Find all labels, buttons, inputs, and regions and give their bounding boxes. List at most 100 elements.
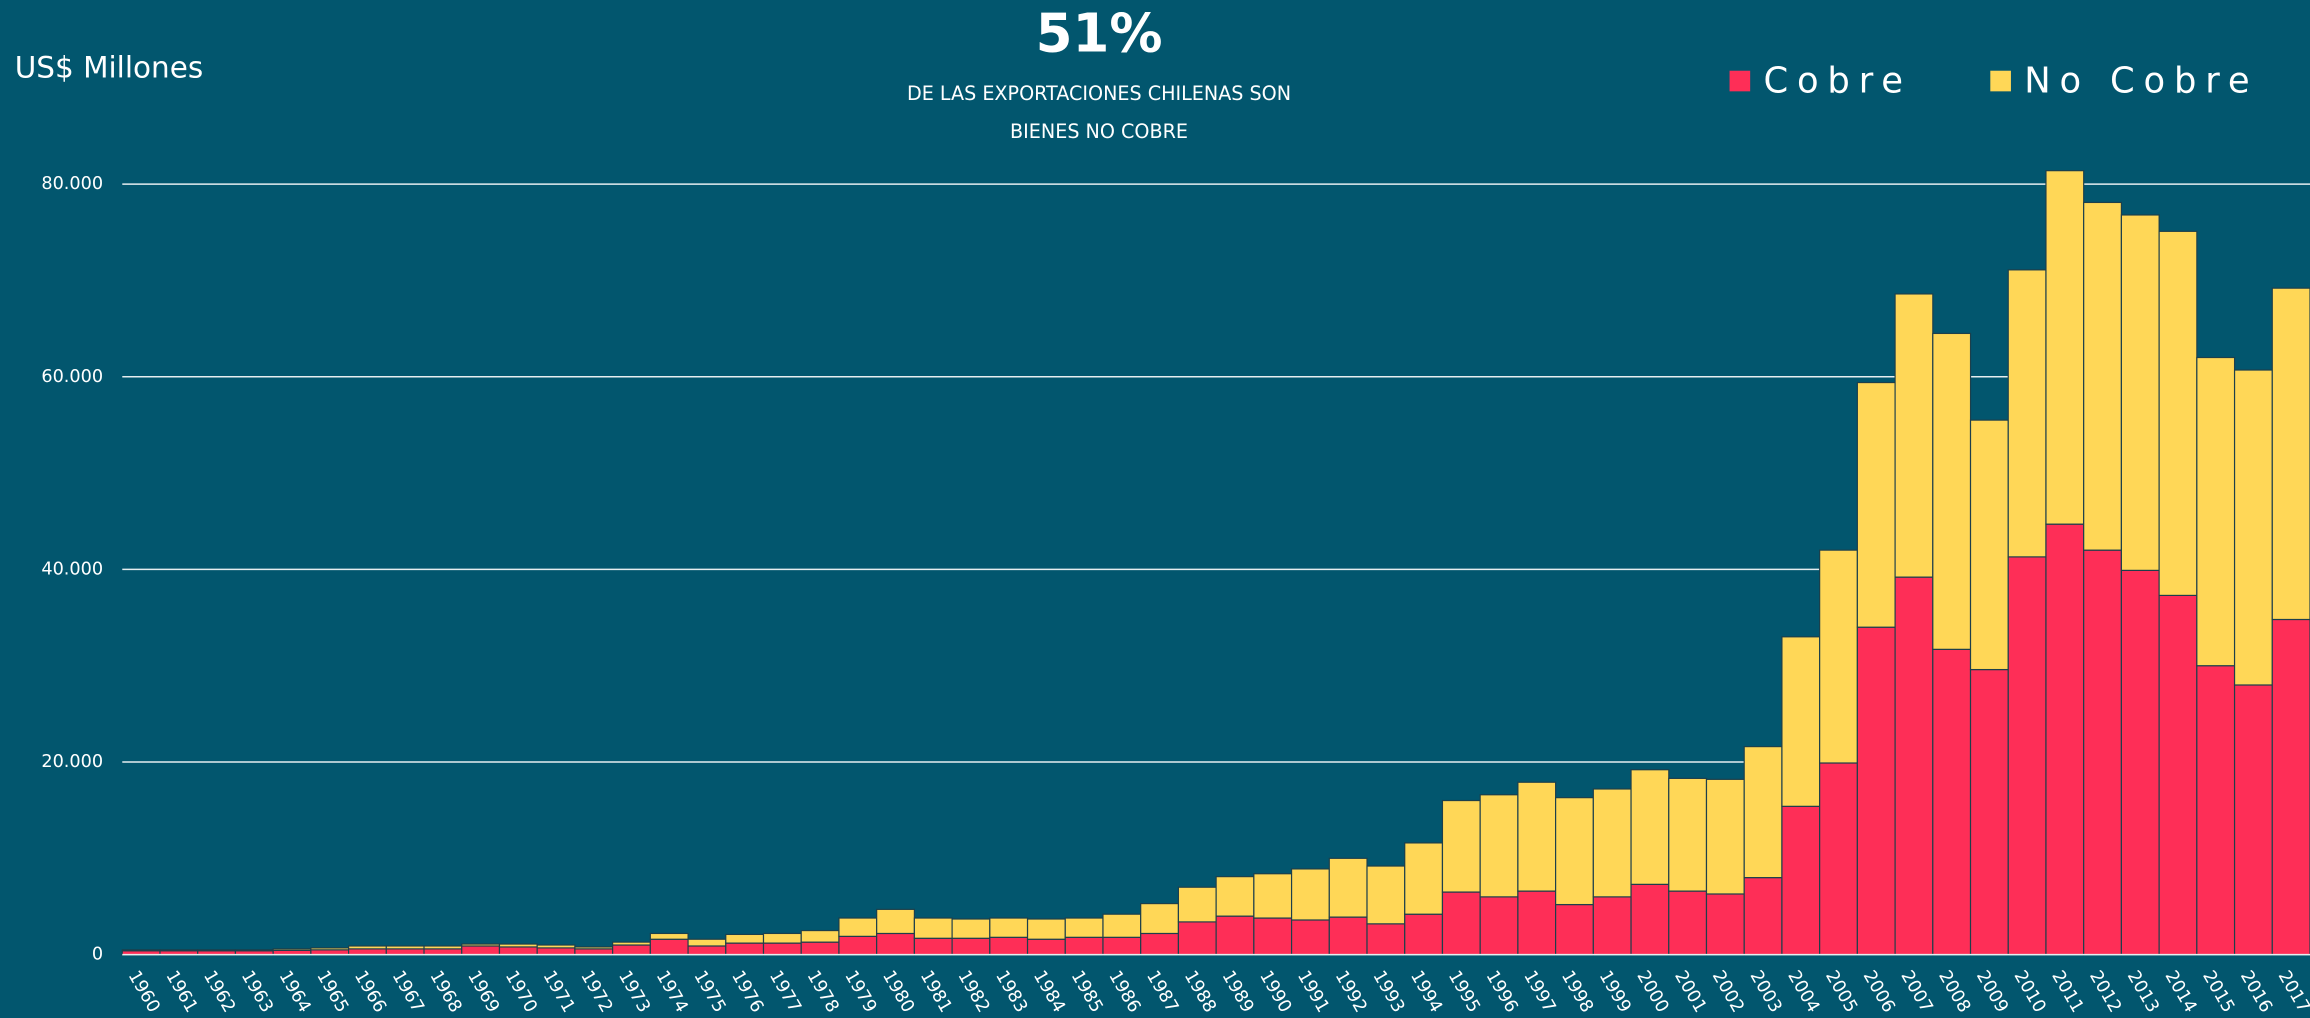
bar-segment bbox=[2158, 594, 2198, 956]
bar-segment bbox=[1140, 932, 1180, 956]
bar-segment bbox=[951, 937, 991, 956]
bar-segment bbox=[1366, 923, 1406, 956]
bar-segment bbox=[725, 942, 765, 956]
bar-segment bbox=[989, 936, 1029, 956]
bar-segment bbox=[1969, 419, 2009, 671]
bar-segment bbox=[2007, 269, 2047, 558]
bar-segment bbox=[2196, 356, 2236, 667]
y-tick-label: 20.000 bbox=[41, 752, 103, 772]
bar-segment bbox=[1705, 893, 1745, 956]
bar-segment bbox=[913, 917, 953, 939]
y-tick-label: 80.000 bbox=[41, 174, 103, 194]
bar-segment bbox=[2083, 549, 2122, 956]
bar-segment bbox=[1932, 648, 1972, 956]
bar-segment bbox=[197, 949, 237, 952]
bar-segment bbox=[1177, 921, 1217, 956]
bar-segment bbox=[1555, 797, 1594, 906]
bar-segment bbox=[1894, 576, 1934, 956]
bar-segment bbox=[2233, 684, 2273, 956]
bar-segment bbox=[2083, 201, 2122, 551]
bar-segment bbox=[310, 947, 350, 951]
bar-segment bbox=[1856, 381, 1896, 628]
bar-segment bbox=[838, 917, 878, 937]
bar-segment bbox=[2271, 618, 2310, 956]
bar-segment bbox=[913, 937, 953, 956]
bar-segment bbox=[1894, 293, 1934, 578]
chart-title: 51% bbox=[1036, 2, 1163, 64]
y-tick-label: 40.000 bbox=[41, 559, 103, 579]
bar-segment bbox=[989, 917, 1029, 938]
bar-segment bbox=[2271, 287, 2310, 621]
bar-segment bbox=[1479, 896, 1519, 956]
bar-segment bbox=[951, 918, 991, 939]
bar-segment bbox=[574, 946, 614, 950]
bar-segment bbox=[348, 945, 387, 950]
bar-segment bbox=[498, 946, 538, 956]
bar-segment bbox=[385, 945, 425, 950]
bar-segment bbox=[1026, 938, 1066, 956]
bar-segment bbox=[1819, 762, 1858, 956]
bar-segment bbox=[1517, 890, 1557, 956]
bar-segment bbox=[1630, 883, 1670, 956]
bar-segment bbox=[649, 932, 689, 940]
bar-segment bbox=[1819, 549, 1858, 764]
legend-label: No Cobre bbox=[2024, 61, 2258, 102]
bar-segment bbox=[1743, 746, 1783, 879]
bar-segment bbox=[762, 942, 802, 956]
bar-segment bbox=[1026, 918, 1066, 940]
bar-segment bbox=[1177, 886, 1217, 923]
bar-segment bbox=[1555, 903, 1594, 956]
bar-segment bbox=[272, 948, 312, 951]
bar-segment bbox=[1140, 903, 1180, 935]
bar-segment bbox=[234, 949, 274, 952]
bar-segment bbox=[1328, 916, 1368, 956]
bar-segment bbox=[2045, 170, 2085, 525]
bar-segment bbox=[1064, 917, 1104, 938]
subtitle: DE LAS EXPORTACIONES CHILENAS SON bbox=[907, 82, 1291, 105]
y-axis-label: US$ Millones bbox=[15, 51, 203, 85]
bar-segment bbox=[1441, 799, 1481, 893]
bar-segment bbox=[1404, 913, 1444, 956]
bar-segment bbox=[1969, 668, 2009, 956]
bar-segment bbox=[1781, 636, 1821, 807]
bar-segment bbox=[461, 945, 501, 956]
y-tick-label: 60.000 bbox=[41, 367, 103, 387]
bar-segment bbox=[348, 948, 387, 956]
bar-segment bbox=[2120, 214, 2160, 571]
bar-segment bbox=[498, 943, 538, 948]
bar-segment bbox=[762, 932, 802, 944]
bar-segment bbox=[687, 938, 727, 947]
bar-segment bbox=[2233, 369, 2273, 686]
bar-segment bbox=[2196, 665, 2236, 956]
bar-segment bbox=[1441, 891, 1481, 956]
bar-segment bbox=[838, 935, 878, 956]
bar-segment bbox=[2158, 230, 2198, 596]
bar-segment bbox=[649, 938, 689, 956]
bar-segment bbox=[1479, 794, 1519, 898]
bar-segment bbox=[2120, 569, 2160, 956]
bar-segment bbox=[612, 941, 651, 946]
bar-segment bbox=[1630, 769, 1670, 885]
bar-segment bbox=[1404, 842, 1444, 915]
bar-segment bbox=[876, 932, 915, 956]
bar-segment bbox=[385, 948, 425, 956]
bar-segment bbox=[423, 945, 463, 950]
bar-segment bbox=[536, 947, 576, 956]
bar-segment bbox=[1253, 917, 1293, 956]
bar-segment bbox=[1668, 777, 1708, 892]
legend-swatch bbox=[1729, 70, 1751, 92]
bar-segment bbox=[1517, 781, 1557, 892]
bar-segment bbox=[423, 948, 463, 956]
subtitle: BIENES NO COBRE bbox=[1010, 120, 1188, 143]
bar-segment bbox=[1064, 936, 1104, 956]
bar-segment bbox=[1366, 865, 1406, 925]
bar-segment bbox=[1253, 873, 1293, 919]
bar-segment bbox=[1290, 868, 1330, 921]
bar-segment bbox=[461, 943, 501, 947]
bar-segment bbox=[800, 929, 840, 943]
bar-segment bbox=[1290, 919, 1330, 956]
bar-segment bbox=[1102, 913, 1142, 938]
bar-segment bbox=[574, 948, 614, 956]
bar-segment bbox=[1668, 890, 1708, 956]
